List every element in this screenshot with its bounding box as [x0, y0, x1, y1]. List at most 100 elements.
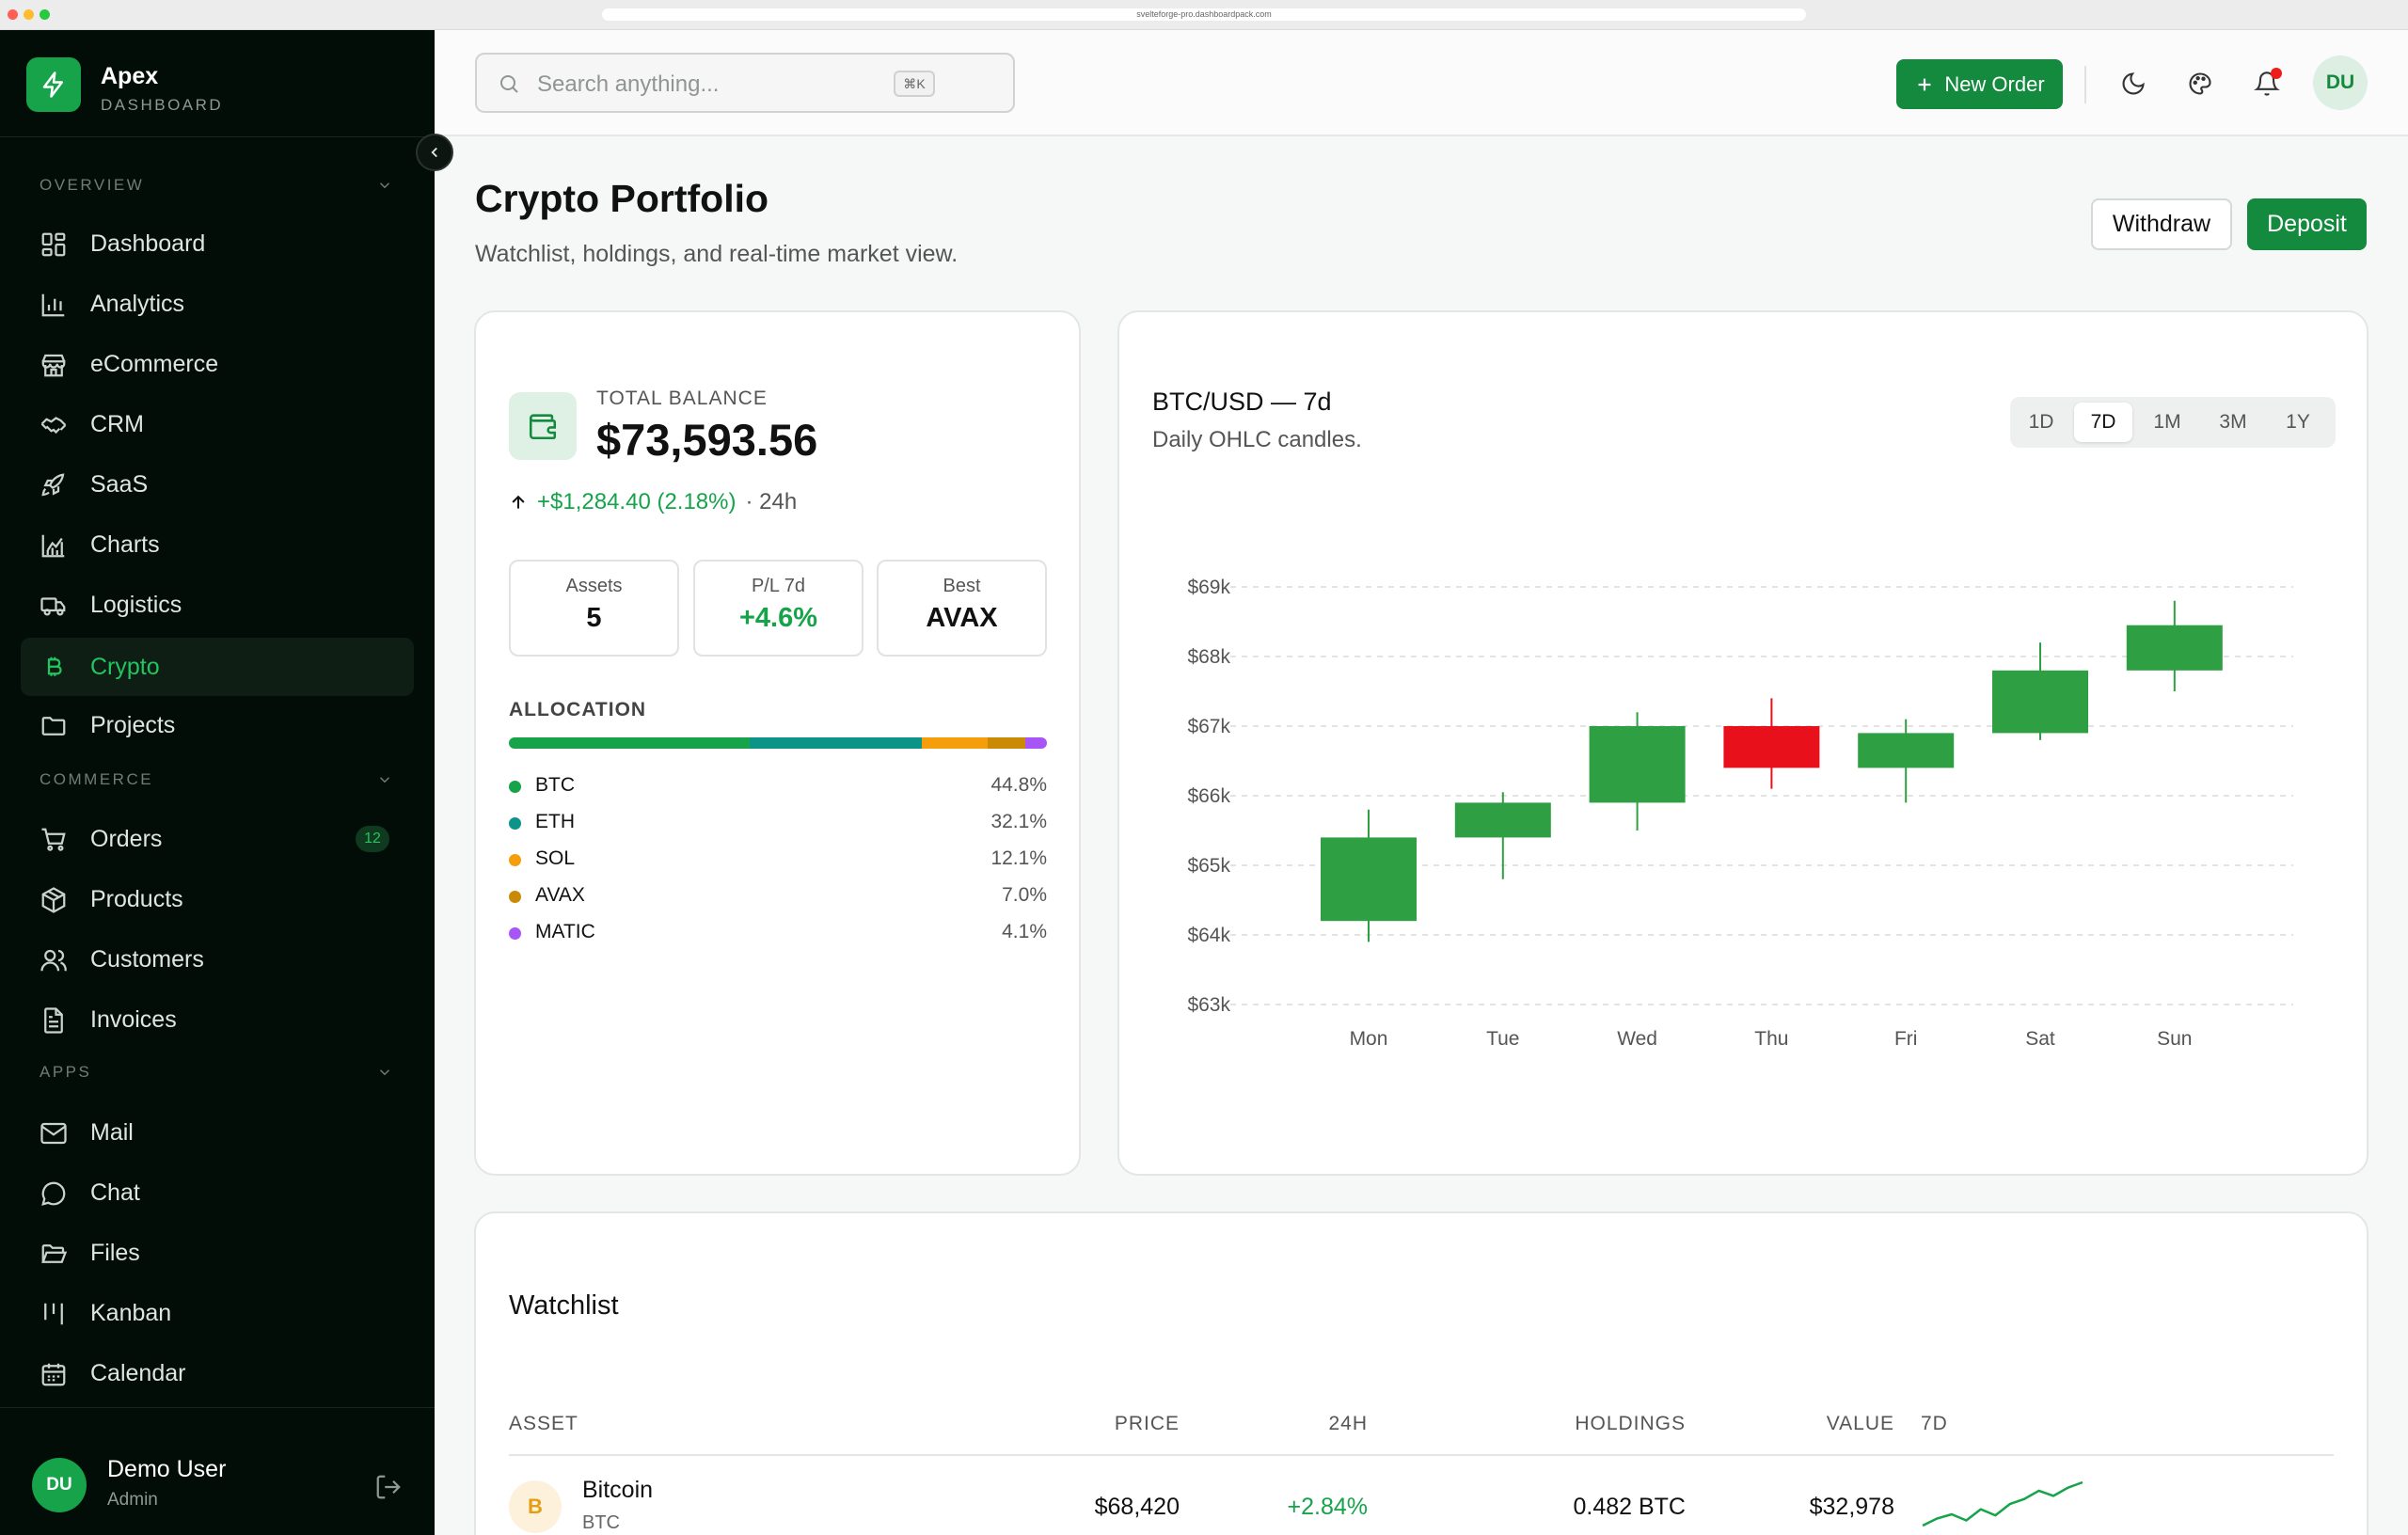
range-3m-button[interactable]: 3M: [2219, 411, 2247, 433]
column-header-price[interactable]: PRICE: [1114, 1413, 1180, 1434]
sidebar-item-label: Orders: [90, 826, 163, 852]
sidebar-item-label: Crypto: [90, 654, 160, 680]
candle-body[interactable]: [1454, 802, 1551, 838]
address-bar[interactable]: svelteforge-pro.dashboardpack.com: [602, 8, 1806, 21]
range-1y-button[interactable]: 1Y: [2286, 411, 2310, 433]
range-1d-button[interactable]: 1D: [2028, 411, 2054, 433]
sidebar-item-crypto[interactable]: Crypto: [21, 638, 414, 696]
sidebar-item-products[interactable]: Products: [21, 870, 414, 928]
lightning-icon: [26, 57, 81, 112]
sidebar-item-kanban[interactable]: Kanban: [21, 1284, 414, 1342]
candle-body[interactable]: [1589, 726, 1686, 803]
candle-body[interactable]: [2126, 625, 2223, 671]
sidebar-collapse-button[interactable]: [416, 134, 453, 171]
topbar: Search anything... ⌘K New Order DU: [435, 30, 2408, 136]
allocation-title: ALLOCATION: [509, 699, 647, 720]
sidebar-item-label: Calendar: [90, 1360, 186, 1386]
sidebar-item-customers[interactable]: Customers: [21, 930, 414, 989]
candle-body[interactable]: [1723, 726, 1820, 768]
calendar-icon: [41, 1363, 66, 1386]
range-7d-button[interactable]: 7D: [2074, 403, 2132, 442]
sidebar-item-ecommerce[interactable]: eCommerce: [21, 335, 414, 393]
allocation-segment-btc: [509, 737, 750, 749]
sidebar-item-saas[interactable]: SaaS: [21, 455, 414, 514]
moon-icon: [2122, 72, 2145, 95]
layout-grid-icon: [41, 232, 66, 257]
allocation-item: AVAX 7.0%: [509, 882, 1047, 910]
column-header-7d[interactable]: 7D: [1921, 1413, 1948, 1434]
search-placeholder: Search anything...: [537, 71, 720, 97]
stat-value: 5: [586, 603, 602, 633]
sidebar-item-dashboard[interactable]: Dashboard: [21, 214, 414, 273]
section-title-apps: APPS: [40, 1063, 92, 1081]
chevron-down-icon[interactable]: [376, 771, 393, 788]
theme-toggle-button[interactable]: [2115, 66, 2151, 102]
sidebar-item-label: Charts: [90, 531, 160, 558]
user-name: Demo User: [107, 1456, 227, 1482]
sidebar-item-files[interactable]: Files: [21, 1224, 414, 1282]
rocket-icon: [41, 473, 65, 497]
avatar[interactable]: DU: [2313, 55, 2368, 110]
handshake-icon: [40, 417, 67, 435]
sidebar-item-analytics[interactable]: Analytics: [21, 275, 414, 333]
column-header-holdings[interactable]: HOLDINGS: [1575, 1413, 1686, 1434]
balance-change: +$1,284.40 (2.18%) · 24h: [509, 489, 797, 515]
sidebar-item-mail[interactable]: Mail: [21, 1103, 414, 1162]
legend-dot: [509, 927, 521, 940]
coin-name: Bitcoin: [582, 1477, 654, 1503]
sidebar-item-charts[interactable]: Charts: [21, 515, 414, 574]
x-tick-label: Thu: [1754, 1028, 1788, 1050]
allocation-item: MATIC 4.1%: [509, 919, 1047, 947]
window-maximize-dot[interactable]: [40, 9, 50, 20]
truck-icon: [40, 597, 66, 616]
sidebar-item-orders[interactable]: Orders 12: [21, 810, 414, 868]
deposit-button[interactable]: Deposit: [2247, 198, 2367, 250]
sidebar-item-chat[interactable]: Chat: [21, 1163, 414, 1222]
candle-body[interactable]: [1321, 837, 1417, 922]
sidebar-item-label: eCommerce: [90, 351, 219, 377]
coin-symbol: BTC: [582, 1512, 620, 1533]
candle-body[interactable]: [1858, 733, 1955, 768]
candle-body[interactable]: [1992, 670, 2088, 734]
search-input[interactable]: Search anything... ⌘K: [475, 53, 1015, 113]
chevron-down-icon[interactable]: [376, 177, 393, 194]
column-header-asset[interactable]: ASSET: [509, 1413, 578, 1434]
column-header-24h[interactable]: 24H: [1328, 1413, 1368, 1434]
y-tick-label: $67k: [1187, 716, 1230, 737]
folder-open-icon: [41, 1244, 68, 1263]
coin-change: +2.84%: [1287, 1494, 1369, 1520]
allocation-percent: 32.1%: [990, 811, 1047, 832]
palette-button[interactable]: [2182, 66, 2218, 102]
allocation-item: SOL 12.1%: [509, 846, 1047, 874]
window-minimize-dot[interactable]: [24, 9, 34, 20]
legend-dot: [509, 891, 521, 903]
sidebar-item-logistics[interactable]: Logistics: [21, 576, 414, 634]
avatar: DU: [32, 1458, 87, 1512]
table-header-divider: [509, 1454, 2334, 1456]
user-role: Admin: [107, 1490, 158, 1510]
new-order-button[interactable]: New Order: [1896, 59, 2063, 109]
mail-icon: [40, 1122, 67, 1145]
logout-icon[interactable]: [374, 1473, 403, 1501]
window-close-dot[interactable]: [8, 9, 18, 20]
coin-avatar: B: [509, 1480, 562, 1533]
column-header-value[interactable]: VALUE: [1826, 1413, 1894, 1434]
allocation-item: BTC 44.8%: [509, 772, 1047, 800]
chevron-down-icon[interactable]: [376, 1064, 393, 1081]
sidebar-item-calendar[interactable]: Calendar: [21, 1344, 414, 1402]
store-icon: [41, 354, 66, 377]
x-tick-label: Tue: [1486, 1028, 1519, 1050]
notifications-button[interactable]: [2249, 66, 2285, 102]
sidebar-item-projects[interactable]: Projects: [21, 696, 414, 754]
sidebar-item-crm[interactable]: CRM: [21, 395, 414, 453]
watchlist-card: Watchlist ASSET PRICE 24H HOLDINGS VALUE…: [474, 1211, 2368, 1535]
stat-value: +4.6%: [738, 603, 818, 633]
range-1m-button[interactable]: 1M: [2153, 411, 2181, 433]
x-tick-label: Fri: [1894, 1028, 1918, 1050]
sidebar-item-invoices[interactable]: Invoices: [21, 990, 414, 1049]
sidebar-user[interactable]: DU Demo User Admin: [0, 1435, 435, 1535]
withdraw-button[interactable]: Withdraw: [2091, 198, 2232, 250]
bar-chart-icon: [41, 293, 65, 317]
sidebar-item-label: Kanban: [90, 1300, 172, 1326]
kanban-icon: [44, 1303, 63, 1325]
